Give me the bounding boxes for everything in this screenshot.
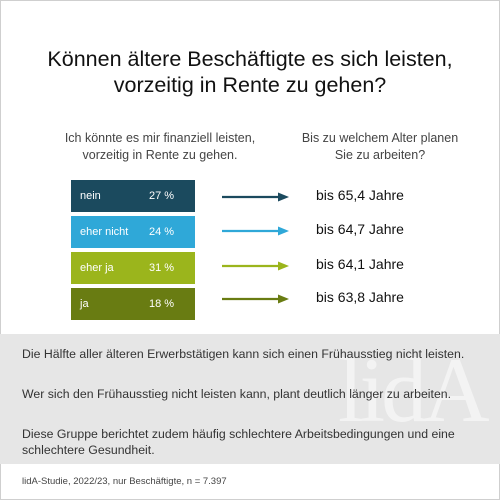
- left-heading-line-1: Ich könnte es mir finanziell leisten,: [64, 131, 256, 145]
- bar-label: eher ja: [80, 262, 114, 274]
- left-heading: Ich könnte es mir finanziell leisten, vo…: [40, 130, 280, 164]
- arrow-head-icon: [278, 261, 289, 271]
- source-note: lidA-Studie, 2022/23, nur Beschäftigte, …: [22, 476, 227, 487]
- title-line-2: vorzeitig in Rente zu gehen?: [113, 73, 387, 97]
- age-label-eher-nicht: bis 64,7 Jahre: [316, 221, 404, 237]
- bar-ja: ja 18 %: [71, 288, 195, 320]
- age-label-eher-ja: bis 64,1 Jahre: [316, 256, 404, 272]
- left-heading-line-2: vorzeitig in Rente zu gehen.: [82, 148, 238, 162]
- chart-title: Können ältere Beschäftigte es sich leist…: [20, 46, 480, 98]
- bar-value-label: 27 %: [149, 190, 175, 202]
- arrow-eher-nicht: [222, 226, 289, 236]
- note-1: Die Hälfte aller älteren Erwerbstätigen …: [22, 347, 465, 361]
- bar-eher-ja: eher ja 31 %: [71, 252, 195, 284]
- arrow-head-icon: [278, 226, 289, 236]
- bar-label: eher nicht: [80, 226, 129, 238]
- bar-label: ja: [80, 298, 89, 310]
- category-bars: nein 27 % eher nicht 24 % eher ja 31 % j…: [71, 180, 195, 324]
- arrow-head-icon: [278, 192, 289, 202]
- right-heading-line-1: Bis zu welchem Alter planen: [301, 131, 459, 145]
- age-label-nein: bis 65,4 Jahre: [316, 187, 404, 203]
- right-heading: Bis zu welchem Alter planen Sie zu arbei…: [285, 130, 475, 164]
- age-label-ja: bis 63,8 Jahre: [316, 289, 404, 305]
- notes-panel: [0, 334, 500, 464]
- arrow-ja: [222, 294, 289, 304]
- bar-value-label: 18 %: [149, 298, 175, 310]
- bar-value-label: 31 %: [149, 262, 175, 274]
- note-2: Wer sich den Frühausstieg nicht leisten …: [22, 387, 452, 401]
- bar-nein: nein 27 %: [71, 180, 195, 212]
- note-3: Diese Gruppe berichtet zudem häufig schl…: [22, 427, 455, 457]
- arrow-head-icon: [278, 294, 289, 304]
- bar-eher-nicht: eher nicht 24 %: [71, 216, 195, 248]
- right-heading-line-2: Sie zu arbeiten?: [334, 148, 426, 162]
- lida-watermark-logo: lidA: [338, 339, 490, 441]
- bar-value-label: 24 %: [149, 226, 175, 238]
- arrow-eher-ja: [222, 261, 289, 271]
- title-line-1: Können ältere Beschäftigte es sich leist…: [47, 47, 453, 71]
- bar-label: nein: [80, 190, 101, 202]
- arrow-nein: [222, 192, 289, 202]
